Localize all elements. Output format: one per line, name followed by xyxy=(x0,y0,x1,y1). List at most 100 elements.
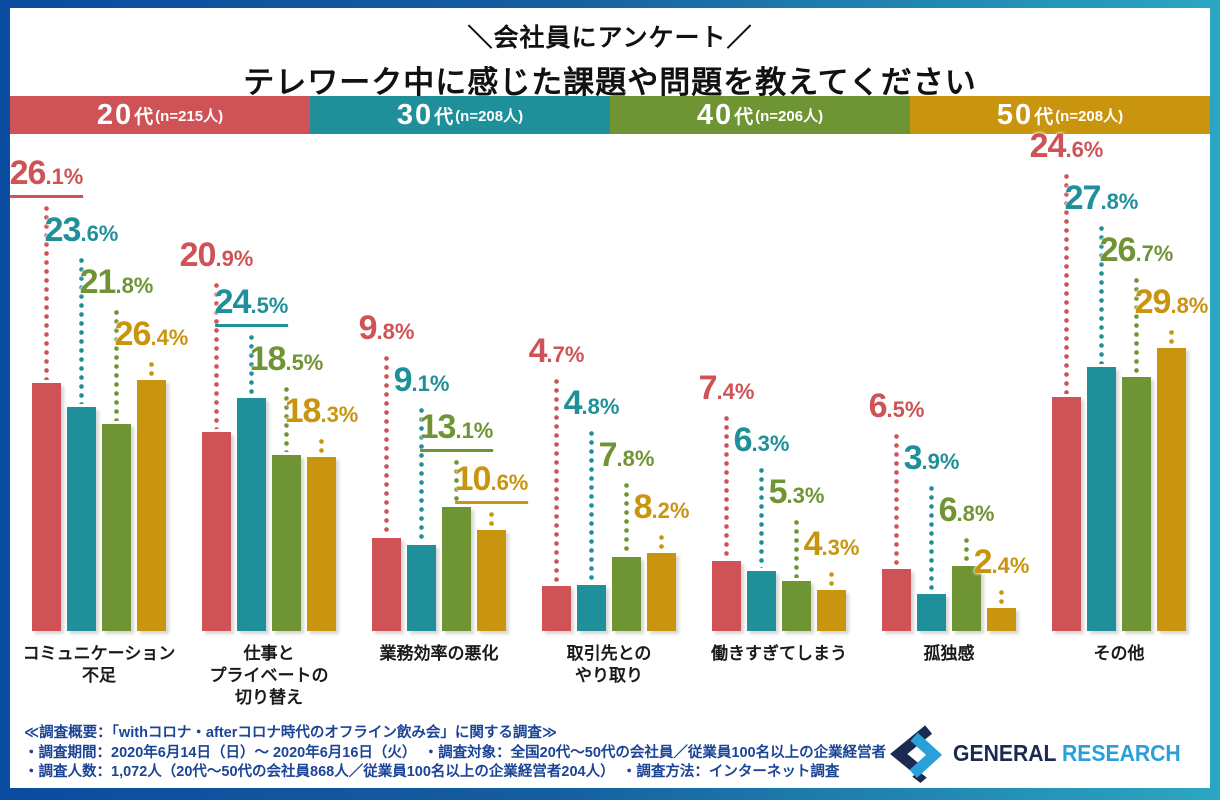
header-tagline: ＼会社員にアンケート／ xyxy=(467,24,753,52)
value-label-30代-働きすぎてしまう: 6.3% xyxy=(734,421,790,460)
value-label-20代-働きすぎてしまう: 7.4% xyxy=(699,369,755,408)
value-int: 9 xyxy=(358,309,378,348)
leader-dotted-line xyxy=(1099,223,1104,364)
bar-40代-孤独感 xyxy=(952,566,981,631)
leader-dotted-line xyxy=(724,414,729,558)
leader-dotted-line xyxy=(1169,327,1174,345)
general-research-logo-text: GENERAL RESEARCH xyxy=(953,740,1181,767)
category-label-働きすぎてしまう: 働きすぎてしまう xyxy=(711,644,847,663)
bar-20代-仕事とプライベートの切り替え xyxy=(202,432,231,631)
value-label-20代-業務効率の悪化: 9.8% xyxy=(359,309,415,348)
leader-dotted-line xyxy=(759,466,764,569)
value-int: 7 xyxy=(598,436,618,475)
value-int: 10 xyxy=(454,460,492,499)
value-label-30代-仕事とプライベートの切り替え: 24.5% xyxy=(214,283,289,328)
bar-50代-業務効率の悪化 xyxy=(477,530,506,631)
bar-50代-その他 xyxy=(1157,347,1186,631)
value-decimal: .4% xyxy=(150,325,189,351)
legend-sample-size: (n=208人) xyxy=(1055,107,1124,125)
survey-note-line: ・調査人数：1,072人（20代～50代の会社員868人／従業員100名以上の企… xyxy=(24,764,840,781)
leader-dotted-line xyxy=(829,570,834,588)
value-int: 9 xyxy=(393,361,413,400)
leader-dotted-line xyxy=(489,510,494,528)
bar-30代-働きすぎてしまう xyxy=(747,571,776,631)
legend-band-30代: 30 代 (n=208人) xyxy=(310,96,610,134)
value-label-20代-取引先とのやり取り: 4.7% xyxy=(529,332,585,371)
value-label-30代-孤独感: 3.9% xyxy=(904,439,960,478)
value-decimal: .6% xyxy=(1065,136,1104,162)
value-label-50代-その他: 29.8% xyxy=(1135,283,1209,322)
value-int: 21 xyxy=(79,263,117,302)
legend-age-unit: 代 xyxy=(734,106,754,128)
value-decimal: .4% xyxy=(716,379,755,405)
bar-40代-コミュニケーション不足 xyxy=(102,423,131,631)
bar-40代-業務効率の悪化 xyxy=(442,506,471,631)
legend-age-unit: 代 xyxy=(434,106,454,128)
category-label-仕事とプライベートの切り替え: 仕事と プライベートの 切り替え xyxy=(209,644,329,708)
page-title: テレワーク中に感じた課題や問題を教えてください xyxy=(243,65,977,100)
value-decimal: .9% xyxy=(921,449,960,475)
leader-dotted-line xyxy=(149,360,154,378)
leader-dotted-line xyxy=(659,533,664,551)
leader-dotted-line xyxy=(384,354,389,535)
legend-sample-size: (n=208人) xyxy=(455,107,524,125)
category-label-孤独感: 孤独感 xyxy=(923,644,975,663)
leader-dotted-line xyxy=(249,333,254,396)
legend-age-number: 30 xyxy=(396,98,434,131)
leader-dotted-line xyxy=(999,588,1004,606)
bar-40代-働きすぎてしまう xyxy=(782,580,811,631)
bar-50代-取引先とのやり取り xyxy=(647,553,676,631)
value-int: 29 xyxy=(1134,282,1172,321)
infographic-page: ＼会社員にアンケート／ テレワーク中に感じた課題や問題を教えてください 20 代(… xyxy=(10,8,1210,788)
value-int: 23 xyxy=(44,211,82,250)
value-label-20代-仕事とプライベートの切り替え: 20.9% xyxy=(180,236,254,275)
value-label-50代-働きすぎてしまう: 4.3% xyxy=(804,525,860,564)
value-int: 27 xyxy=(1064,178,1102,217)
value-decimal: .1% xyxy=(45,164,84,190)
value-label-50代-仕事とプライベートの切り替え: 18.3% xyxy=(285,392,359,431)
value-decimal: .3% xyxy=(786,483,825,509)
value-decimal: .8% xyxy=(956,501,995,527)
value-label-40代-仕事とプライベートの切り替え: 18.5% xyxy=(250,340,324,379)
bar-20代-取引先とのやり取り xyxy=(542,586,571,631)
bar-50代-仕事とプライベートの切り替え xyxy=(307,457,336,631)
value-int: 4 xyxy=(563,384,583,423)
value-int: 26 xyxy=(10,154,46,193)
value-label-20代-コミュニケーション不足: 26.1% xyxy=(10,154,84,199)
value-label-40代-コミュニケーション不足: 21.8% xyxy=(80,263,154,302)
leader-dotted-line xyxy=(929,484,934,591)
leader-dotted-line xyxy=(964,536,969,564)
value-int: 13 xyxy=(419,408,457,447)
legend-band-40代: 40 代 (n=206人) xyxy=(610,96,910,134)
bar-30代-業務効率の悪化 xyxy=(407,544,436,631)
legend-bar: 20 代 (n=215人) 30 代 (n=208人) 40 代 (n=206人) 50 代 (n=2… xyxy=(10,96,1210,134)
leader-dotted-line xyxy=(454,458,459,504)
value-int: 8 xyxy=(633,488,653,527)
category-label-コミュニケーション不足: コミュニケーション 不足 xyxy=(22,644,176,686)
value-int: 6 xyxy=(868,387,888,426)
value-label-40代-孤独感: 6.8% xyxy=(939,491,995,530)
bar-30代-孤独感 xyxy=(917,593,946,631)
leader-dotted-line xyxy=(589,429,594,583)
value-decimal: .5% xyxy=(250,293,289,319)
bar-50代-働きすぎてしまう xyxy=(817,590,846,631)
value-decimal: .3% xyxy=(320,402,359,428)
leader-dotted-line xyxy=(794,518,799,578)
value-decimal: .8% xyxy=(115,273,154,299)
bar-chart: 26.1% 23.6% 21.8% 26.4% コミュニケーション 不足 20.9% 24.5… xyxy=(10,127,1210,780)
value-decimal: .7% xyxy=(546,342,585,368)
value-int: 18 xyxy=(284,392,322,431)
legend-band-20代: 20 代 (n=215人) xyxy=(10,96,310,134)
value-label-30代-その他: 27.8% xyxy=(1065,179,1139,218)
bar-20代-孤独感 xyxy=(882,569,911,631)
value-decimal: .8% xyxy=(1170,292,1209,318)
value-label-30代-取引先とのやり取り: 4.8% xyxy=(564,384,620,423)
value-decimal: .4% xyxy=(991,553,1030,579)
value-decimal: .6% xyxy=(490,470,529,496)
value-label-40代-取引先とのやり取り: 7.8% xyxy=(599,436,655,475)
leader-dotted-line xyxy=(44,204,49,381)
legend-age-unit: 代 xyxy=(1034,106,1054,128)
value-label-30代-コミュニケーション不足: 23.6% xyxy=(45,211,119,250)
survey-notes: ≪調査概要：「withコロナ・afterコロナ時代のオフライン飲み会」に関する調… xyxy=(24,724,886,783)
